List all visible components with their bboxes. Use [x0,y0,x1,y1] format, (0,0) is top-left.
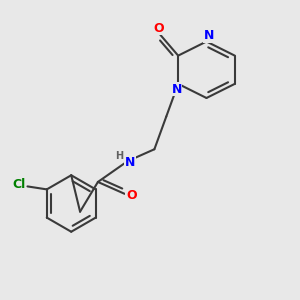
Text: N: N [172,83,182,96]
Text: O: O [154,22,164,35]
Text: N: N [204,29,214,42]
Text: N: N [125,156,135,169]
Text: Cl: Cl [12,178,25,191]
Text: H: H [115,151,123,161]
Text: O: O [126,189,136,202]
